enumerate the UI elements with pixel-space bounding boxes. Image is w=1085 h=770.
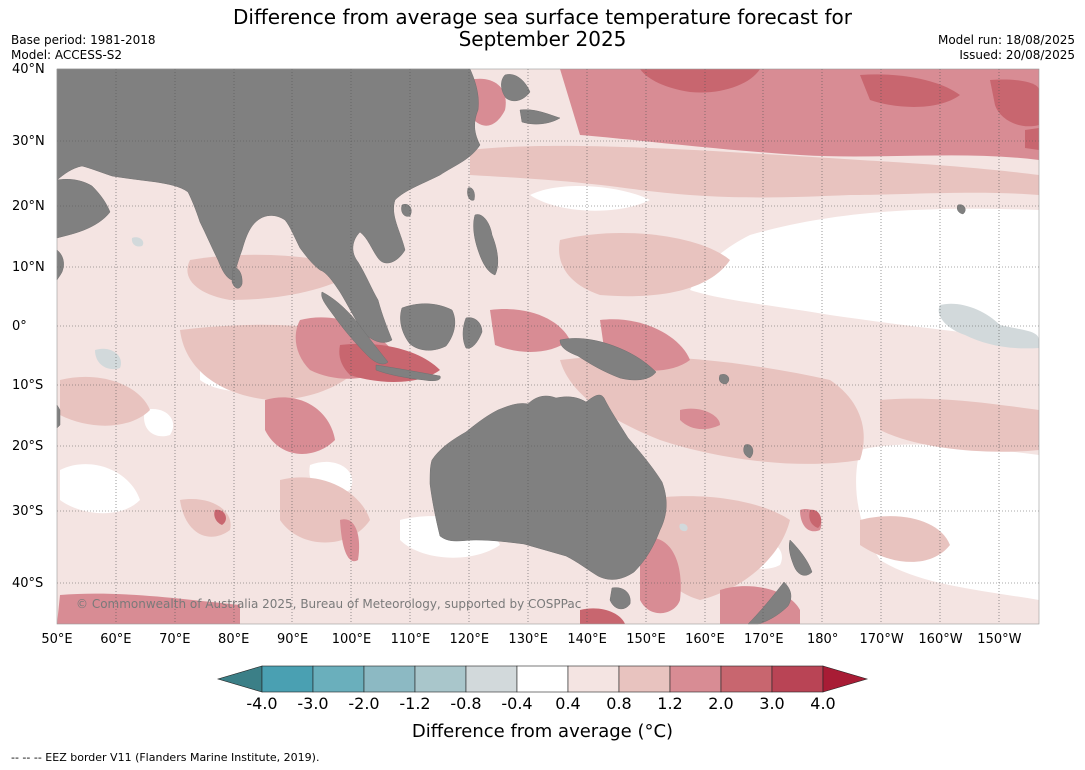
model-run: Model run: 18/08/2025 xyxy=(937,33,1075,47)
colorbar-segment xyxy=(261,665,314,693)
colorbar-segment xyxy=(618,665,671,693)
colorbar-segment xyxy=(516,665,569,693)
map-frame xyxy=(56,68,1040,625)
colorbar-tick-label: -0.8 xyxy=(450,694,482,713)
colorbar-segment xyxy=(771,665,824,693)
map-title-line2: September 2025 xyxy=(458,27,627,51)
colorbar-segment xyxy=(363,665,416,693)
colorbar-segment xyxy=(720,665,773,693)
longitude-label: 110°E xyxy=(390,632,431,647)
colorbar-tick-label: -0.4 xyxy=(501,694,533,713)
latitude-label: 10°N xyxy=(12,260,45,275)
longitude-label: 100°E xyxy=(331,632,372,647)
colorbar-tick-label: 3.0 xyxy=(759,694,785,713)
colorbar-segment xyxy=(312,665,365,693)
colorbar-segment xyxy=(465,665,518,693)
longitude-label: 130°E xyxy=(508,632,548,647)
latitude-label: 20°S xyxy=(12,439,44,454)
anomaly-high-regions xyxy=(214,69,1039,624)
latitude-label: 30°S xyxy=(12,504,44,519)
base-period: Base period: 1981-2018 xyxy=(11,33,156,47)
colorbar-segment xyxy=(669,665,722,693)
colorbar-tick-label: 0.8 xyxy=(606,694,632,713)
latitude-label: 0° xyxy=(12,319,27,334)
latitude-label: 10°S xyxy=(12,378,44,393)
colorbar xyxy=(216,665,869,693)
longitude-label: 170°W xyxy=(859,632,904,647)
gridlines xyxy=(57,69,1039,624)
colorbar-tick-label: -4.0 xyxy=(246,694,278,713)
longitude-label: 180° xyxy=(807,632,839,647)
map-area xyxy=(56,68,1040,625)
longitude-label: 70°E xyxy=(159,632,191,647)
longitude-label: 140°E xyxy=(567,632,607,647)
eez-footnote: -- -- -- EEZ border V11 (Flanders Marine… xyxy=(11,751,320,764)
longitude-label: 160°E xyxy=(685,632,725,647)
colorbar-tick-label: 0.4 xyxy=(555,694,581,713)
colorbar-segment xyxy=(567,665,620,693)
latitude-label: 40°S xyxy=(12,576,44,591)
longitude-label: 50°E xyxy=(41,632,73,647)
colorbar-tick-label: -2.0 xyxy=(348,694,380,713)
colorbar-extend-max xyxy=(822,665,869,693)
map-title-line1: Difference from average sea surface temp… xyxy=(232,5,852,29)
model-name: Model: ACCESS-S2 xyxy=(11,48,123,62)
longitude-label: 90°E xyxy=(276,632,309,647)
longitude-label: 60°E xyxy=(100,632,132,647)
colorbar-segment xyxy=(414,665,467,693)
issued-date: Issued: 20/08/2025 xyxy=(959,48,1075,62)
longitude-label: 160°W xyxy=(918,632,963,647)
latitude-label: 40°N xyxy=(12,62,45,77)
anomaly-light-regions xyxy=(60,145,1039,600)
longitude-label: 150°W xyxy=(977,632,1022,647)
colorbar-label: Difference from average (°C) xyxy=(411,721,674,742)
anomaly-cool-patches xyxy=(95,237,1039,532)
colorbar-tick-label: 2.0 xyxy=(708,694,734,713)
longitude-label: 170°E xyxy=(744,632,784,647)
colorbar-tick-label: -1.2 xyxy=(399,694,431,713)
colorbar-tick-label: 4.0 xyxy=(810,694,836,713)
longitude-label: 150°E xyxy=(626,632,666,647)
colorbar-extend-min xyxy=(216,665,263,693)
latitude-label: 20°N xyxy=(12,199,45,214)
longitude-label: 120°E xyxy=(449,632,490,647)
land-masses xyxy=(56,68,966,625)
copyright-notice: © Commonwealth of Australia 2025, Bureau… xyxy=(76,597,582,611)
latitude-label: 30°N xyxy=(12,134,45,149)
longitude-label: 80°E xyxy=(218,632,250,647)
colorbar-tick-label: 1.2 xyxy=(657,694,683,713)
colorbar-tick-label: -3.0 xyxy=(297,694,329,713)
